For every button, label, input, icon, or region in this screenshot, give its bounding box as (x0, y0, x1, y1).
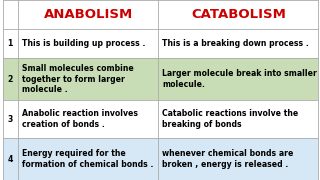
Text: Anabolic reaction involves
creation of bonds .: Anabolic reaction involves creation of b… (22, 109, 138, 129)
Text: whenever chemical bonds are
broken , energy is released .: whenever chemical bonds are broken , ene… (162, 149, 294, 169)
Text: CATABOLISM: CATABOLISM (191, 8, 286, 21)
Text: Small molecules combine
together to form larger
molecule .: Small molecules combine together to form… (22, 64, 133, 94)
Bar (3, 138, 318, 180)
Bar (3, 29, 318, 58)
Bar (3, 100, 318, 138)
Text: Energy required for the
formation of chemical bonds .: Energy required for the formation of che… (22, 149, 153, 169)
Text: ANABOLISM: ANABOLISM (44, 8, 133, 21)
Bar (3, 0, 318, 29)
Text: 2: 2 (8, 75, 13, 84)
Text: This is a breaking down process .: This is a breaking down process . (162, 39, 309, 48)
Text: 4: 4 (7, 155, 13, 164)
Bar (3, 58, 318, 100)
Text: Catabolic reactions involve the
breaking of bonds: Catabolic reactions involve the breaking… (162, 109, 299, 129)
Text: This is building up process .: This is building up process . (22, 39, 145, 48)
Text: 3: 3 (8, 115, 13, 124)
Text: 1: 1 (8, 39, 13, 48)
Text: Larger molecule break into smaller
molecule.: Larger molecule break into smaller molec… (162, 69, 317, 89)
